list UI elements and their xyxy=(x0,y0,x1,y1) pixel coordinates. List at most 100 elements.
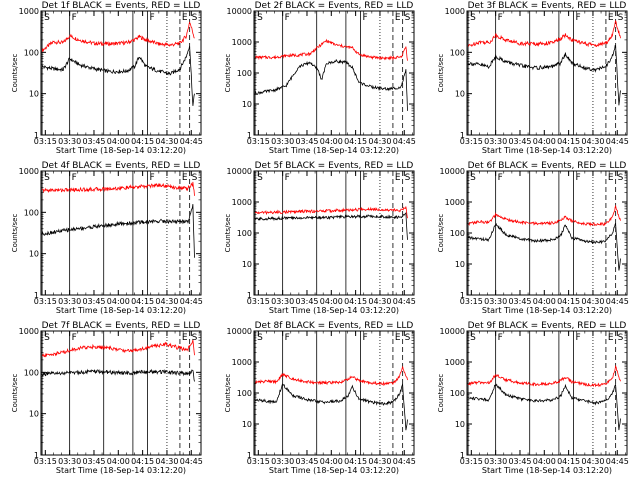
x-tick-label: 03:45 xyxy=(295,297,318,306)
event-label: F xyxy=(285,333,290,343)
y-tick-label: 1000 xyxy=(445,198,465,207)
y-tick-label: 1 xyxy=(247,291,252,300)
y-tick-label: 10000 xyxy=(227,327,252,336)
x-tick-label: 04:00 xyxy=(533,457,556,466)
event-label: F xyxy=(149,333,154,343)
event-label: E xyxy=(608,173,614,183)
y-tick-label: 1 xyxy=(460,291,465,300)
event-label: F xyxy=(149,13,154,23)
x-tick-label: 03:45 xyxy=(82,297,105,306)
x-tick-label: 04:15 xyxy=(131,457,154,466)
plot-frame xyxy=(40,170,202,296)
x-tick-label: 04:00 xyxy=(533,297,556,306)
series-red-lld xyxy=(467,204,621,227)
y-tick-label: 10 xyxy=(455,260,465,269)
y-tick-label: 100 xyxy=(237,389,252,398)
y-tick-label: 10 xyxy=(29,410,39,419)
x-tick-label: 04:00 xyxy=(320,297,343,306)
event-label: F xyxy=(72,173,77,183)
x-tick-label: 04:30 xyxy=(368,137,391,146)
x-tick-label: 03:45 xyxy=(508,297,531,306)
x-tick-label: 04:45 xyxy=(606,457,629,466)
x-tick-label: 04:30 xyxy=(155,297,178,306)
y-tick-label: 1000 xyxy=(19,327,39,336)
x-tick-label: 04:30 xyxy=(581,457,604,466)
event-label: S xyxy=(44,333,50,343)
event-label: F xyxy=(575,173,580,183)
y-tick-label: 100 xyxy=(24,368,39,377)
x-tick-label: 04:15 xyxy=(131,137,154,146)
x-tick-label: 03:15 xyxy=(460,137,483,146)
series-red-lld xyxy=(42,339,195,358)
x-tick-label: 03:30 xyxy=(58,137,81,146)
x-tick-label: 03:15 xyxy=(460,457,483,466)
y-tick-label: 10 xyxy=(242,420,252,429)
x-tick-label: 04:15 xyxy=(344,297,367,306)
plot-frame xyxy=(253,170,415,296)
y-tick-label: 1000 xyxy=(19,167,39,176)
plot-frame xyxy=(40,10,202,136)
y-axis-label: Counts/sec xyxy=(224,54,232,93)
event-label: F xyxy=(498,333,503,343)
event-label: E xyxy=(182,173,188,183)
event-label: E xyxy=(395,333,401,343)
y-tick-label: 10 xyxy=(455,420,465,429)
plot-frame xyxy=(40,330,202,456)
x-tick-label: 04:45 xyxy=(180,297,203,306)
y-tick-label: 1 xyxy=(247,451,252,460)
event-label: S xyxy=(405,173,411,183)
y-axis-label: Counts/sec xyxy=(224,214,232,253)
series-black-events xyxy=(254,382,408,431)
x-tick-label: 04:30 xyxy=(368,457,391,466)
series-red-lld xyxy=(254,206,408,219)
y-tick-label: 100 xyxy=(24,208,39,217)
y-tick-label: 1 xyxy=(460,131,465,140)
y-tick-label: 100 xyxy=(450,48,465,57)
x-tick-label: 03:30 xyxy=(484,297,507,306)
panel-title: Det 9f BLACK = Events, RED = LLD xyxy=(468,321,627,331)
y-tick-label: 10 xyxy=(242,260,252,269)
y-tick-label: 10 xyxy=(242,100,252,109)
x-tick-label: 03:45 xyxy=(82,137,105,146)
y-tick-label: 10000 xyxy=(227,7,252,16)
x-tick-label: 04:45 xyxy=(606,297,629,306)
y-tick-label: 1 xyxy=(247,131,252,140)
x-tick-label: 04:30 xyxy=(155,137,178,146)
plot-frame xyxy=(253,330,415,456)
panel-title: Det 6f BLACK = Events, RED = LLD xyxy=(468,161,627,171)
y-axis-label: Counts/sec xyxy=(11,214,19,253)
y-tick-label: 1 xyxy=(34,131,39,140)
y-axis-label: Counts/sec xyxy=(224,374,232,413)
y-tick-label: 1000 xyxy=(232,358,252,367)
x-tick-label: 03:15 xyxy=(247,297,270,306)
event-label: F xyxy=(72,333,77,343)
plot-frame xyxy=(466,170,628,296)
event-label: F xyxy=(149,173,154,183)
event-label: E xyxy=(608,13,614,23)
x-tick-label: 03:15 xyxy=(34,297,57,306)
y-tick-label: 1000 xyxy=(232,198,252,207)
x-tick-label: 03:45 xyxy=(295,137,318,146)
series-black-events xyxy=(467,45,621,106)
x-tick-label: 04:15 xyxy=(344,137,367,146)
event-label: S xyxy=(192,333,198,343)
series-red-lld xyxy=(41,181,195,196)
panel-title: Det 4f BLACK = Events, RED = LLD xyxy=(42,161,201,171)
event-label: S xyxy=(44,173,50,183)
y-axis-label: Counts/sec xyxy=(437,54,445,93)
y-tick-label: 100 xyxy=(24,48,39,57)
y-tick-label: 10000 xyxy=(440,167,465,176)
event-label: S xyxy=(470,13,476,23)
x-tick-label: 03:15 xyxy=(460,297,483,306)
x-tick-label: 04:45 xyxy=(393,297,416,306)
y-axis-label: Counts/sec xyxy=(437,374,445,413)
y-tick-label: 100 xyxy=(450,229,465,238)
x-tick-label: 04:00 xyxy=(320,137,343,146)
